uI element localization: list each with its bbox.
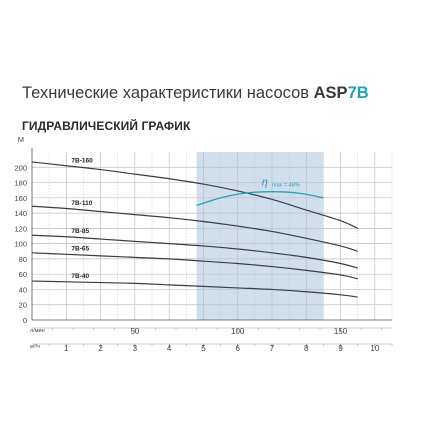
curve-7b-40 [31,280,358,298]
curve-7b-85 [31,234,358,269]
x-tick-label-m3h: 5 [201,344,206,353]
x-tick-label-m3h: 3 [133,344,138,353]
title-model-suffix: 7B [347,84,369,102]
x-tick-label-lmin: 100 [231,327,245,336]
y-tick-label: 80 [19,255,27,264]
x-tick-label-lmin: 150 [334,327,348,336]
y-tick-label: 0 [23,316,27,325]
chart-subtitle: ГИДРАВЛИЧЕСКИЙ ГРАФИК [22,119,191,133]
x-tick-label-m3h: 1 [64,344,69,353]
y-tick-label: 20 [19,301,27,310]
x-tick-label-m3h: 4 [167,344,172,353]
series-label-7b-110: 7B-110 [71,200,92,207]
title-model: ASP [313,84,348,102]
curve-7b-160 [31,161,358,229]
efficiency-curve [196,191,324,207]
y-tick-label: 100 [14,240,27,249]
x-tick-label-m3h: 2 [98,344,103,353]
x-tick-label-m3h: 7 [270,344,275,353]
y-tick-label: 120 [14,224,27,233]
page-title: Технические характеристики насосов ASP7B [22,84,369,103]
curve-7b-65 [31,252,358,280]
series-label-7b-40: 7B-40 [71,273,89,280]
operating-range-band [196,152,324,320]
x-tick-label-m3h: 10 [370,344,379,353]
y-tick-label: 180 [14,179,27,188]
series-label-7b-65: 7B-65 [71,246,89,253]
x-axis-label-m3h: м³/ч [30,344,40,350]
y-axis-label: M [18,135,24,144]
y-tick-label: 200 [14,163,27,172]
series-label-7b-85: 7B-85 [71,228,89,235]
x-tick-label-lmin: 50 [130,327,139,336]
title-text: Технические характеристики насосов [22,84,314,102]
series-label-7b-160: 7B-160 [71,157,93,164]
x-axis-label-lmin: л/мин [30,328,45,334]
x-tick-label-m3h: 6 [235,344,240,353]
curve-7b-110 [31,205,358,252]
y-tick-label: 160 [14,194,27,203]
y-tick-label: 140 [14,209,27,218]
y-tick-label: 60 [19,270,27,279]
x-tick-label-m3h: 9 [338,344,343,353]
efficiency-label: η [262,177,268,189]
y-tick-label: 40 [19,285,27,294]
x-tick-label-m3h: 8 [304,344,309,353]
efficiency-label-suffix: max = 48% [272,182,300,188]
